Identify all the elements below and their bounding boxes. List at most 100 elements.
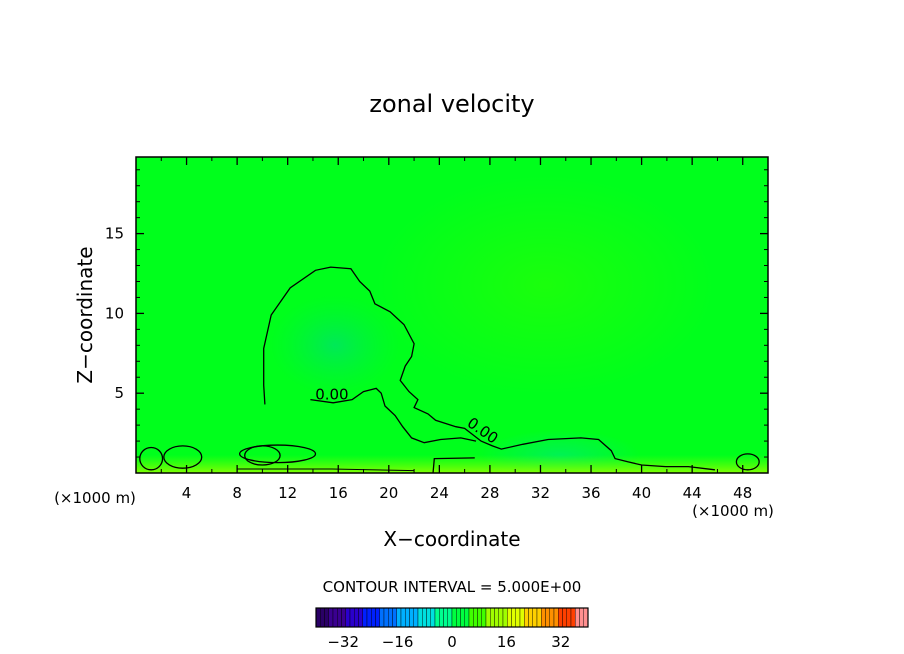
- colorbar-cell: [332, 607, 338, 628]
- colorbar-cell: [579, 607, 584, 628]
- plot-frame: [135, 156, 769, 474]
- colorbar-cell: [358, 607, 363, 628]
- colorbar-cell: [562, 607, 567, 628]
- colorbar-cell: [447, 607, 453, 628]
- colorbar-tick-label: −32: [327, 633, 359, 651]
- colorbar-cell: [422, 607, 427, 628]
- colorbar-cell: [388, 607, 393, 628]
- colorbar-cell: [337, 607, 342, 628]
- contour-interval-text: CONTOUR INTERVAL = 5.000E+00: [323, 578, 582, 596]
- colorbar-cell: [434, 607, 440, 628]
- x-tick-label: 24: [430, 484, 449, 502]
- surface-contour-blob: [163, 445, 203, 469]
- x-axis-label: X−coordinate: [383, 527, 520, 551]
- surface-contour-blob: [238, 444, 317, 464]
- colorbar-cell: [494, 607, 499, 628]
- colorbar-cell: [464, 607, 470, 628]
- colorbar-cell: [328, 607, 334, 628]
- colorbar-cell: [549, 607, 555, 628]
- surface-contour-blob: [139, 446, 164, 471]
- x-unit-left: (×1000 m): [54, 489, 136, 507]
- colorbar-cell: [366, 607, 372, 628]
- y-ticks: 5 10 15: [105, 169, 768, 458]
- colorbar-cell: [324, 607, 329, 628]
- colorbar-tick-label: 16: [497, 633, 516, 651]
- colorbar-cell: [468, 607, 474, 628]
- y-tick-label: 10: [105, 304, 124, 322]
- surface-contour-blob: [735, 453, 760, 471]
- colorbar-cell: [536, 607, 542, 628]
- colorbar-cell: [371, 607, 376, 628]
- colorbar-cell: [392, 607, 397, 628]
- colorbar-cell: [430, 607, 436, 628]
- contour-lines: [139, 266, 760, 473]
- y-axis-label: Z−coordinate: [73, 246, 97, 383]
- colorbar-cell: [473, 607, 478, 628]
- x-tick-label: 4: [182, 484, 192, 502]
- colorbar-cell: [515, 607, 521, 628]
- colorbar-cell: [570, 607, 576, 628]
- colorbar-cell: [575, 607, 580, 628]
- x-tick-label: 28: [480, 484, 499, 502]
- colorbar-cell: [511, 607, 516, 628]
- colorbar-cell: [481, 607, 487, 628]
- contour-value-label: 0.00: [315, 386, 348, 404]
- colorbar-cell: [566, 607, 572, 628]
- colorbar-cell: [354, 607, 359, 628]
- negative-core-region: [270, 295, 400, 395]
- colorbar-tick-label: 0: [447, 633, 457, 651]
- colorbar-cell: [519, 607, 525, 628]
- colorbar-cell: [553, 607, 559, 628]
- colorbar-cell: [362, 607, 368, 628]
- x-ticks: 4 8 12 16 20 24 28 32 36 40 44 48: [160, 157, 752, 502]
- zero-contour-inner: [310, 387, 477, 444]
- colorbar-cell: [400, 607, 406, 628]
- colorbar-cell: [460, 607, 465, 628]
- field-shading: [136, 175, 768, 473]
- colorbar-cell: [409, 607, 414, 628]
- colorbar-cell: [477, 607, 482, 628]
- y-tick-label: 5: [114, 384, 124, 402]
- x-tick-label: 20: [379, 484, 398, 502]
- x-tick-label: 36: [581, 484, 600, 502]
- upper-warm-region: [375, 175, 715, 395]
- colorbar-cell: [396, 607, 402, 628]
- x-tick-label: 8: [232, 484, 242, 502]
- colorbar-cell: [558, 607, 563, 628]
- x-tick-label: 12: [278, 484, 297, 502]
- surface-contour-segment: [432, 457, 475, 473]
- colorbar-cell: [413, 607, 419, 628]
- chart-title: zonal velocity: [369, 90, 534, 118]
- surface-contour-line: [237, 468, 415, 472]
- colorbar-cell: [524, 607, 529, 628]
- colorbar-cell: [315, 607, 321, 628]
- colorbar-cell: [485, 607, 491, 628]
- colorbar-frame: [315, 607, 589, 628]
- colorbar-cell: [583, 607, 589, 628]
- colorbar-cell: [545, 607, 550, 628]
- colorbar-cell: [375, 607, 380, 628]
- colorbar: [315, 607, 589, 628]
- x-tick-label: 16: [329, 484, 348, 502]
- colorbar-cell: [528, 607, 533, 628]
- colorbar-tick-label: 32: [551, 633, 570, 651]
- colorbar-cell: [349, 607, 355, 628]
- colorbar-ticks: −32 −16 0 16 32: [327, 633, 570, 651]
- colorbar-cell: [379, 607, 385, 628]
- y-tick-label: 15: [105, 225, 124, 243]
- colorbar-cell: [439, 607, 444, 628]
- colorbar-cell: [383, 607, 389, 628]
- colorbar-cell: [541, 607, 546, 628]
- colorbar-cell: [502, 607, 508, 628]
- colorbar-tick-label: −16: [382, 633, 414, 651]
- x-tick-label: 40: [632, 484, 651, 502]
- zero-contour-main: [263, 266, 715, 471]
- colorbar-cell: [456, 607, 461, 628]
- x-tick-label: 32: [531, 484, 550, 502]
- colorbar-cell: [426, 607, 431, 628]
- colorbar-cell: [345, 607, 351, 628]
- colorbar-cell: [405, 607, 410, 628]
- colorbar-cell: [451, 607, 457, 628]
